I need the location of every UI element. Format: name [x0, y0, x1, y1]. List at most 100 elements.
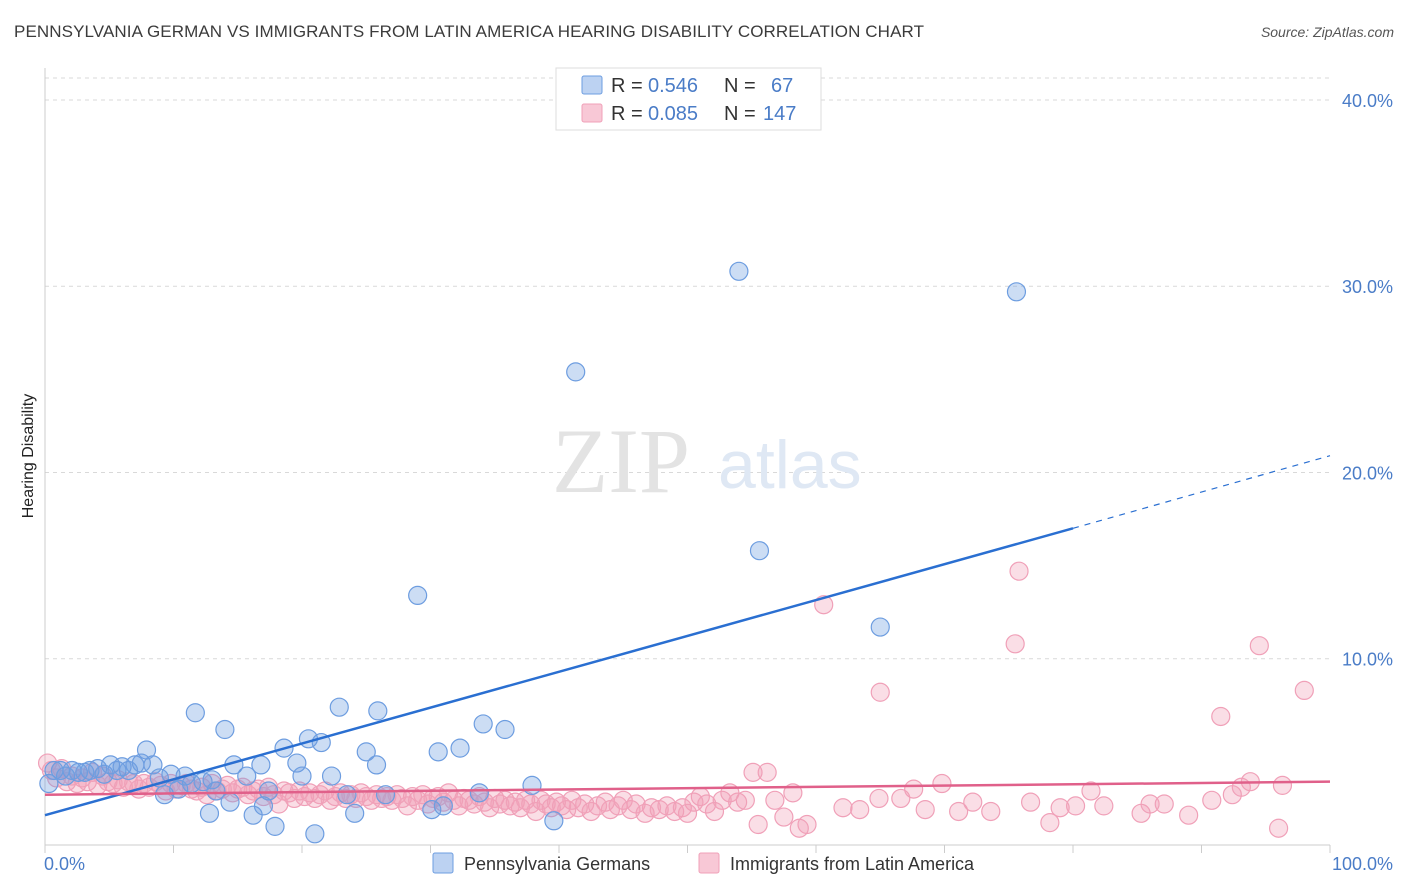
data-point-pennsylvania-germans: [729, 261, 749, 281]
data-point-latin-america: [1268, 818, 1289, 838]
data-point-latin-america: [870, 682, 890, 702]
data-point-latin-america: [1065, 796, 1086, 816]
data-point-latin-america: [480, 798, 500, 818]
series-legend: Pennsylvania Germans Immigrants from Lat…: [432, 852, 975, 874]
stats-legend: R = 0.546 N = 67 R = 0.085 N = 147: [555, 67, 822, 131]
data-point-latin-america: [305, 788, 325, 809]
data-point-latin-america: [757, 762, 777, 782]
data-point-pennsylvania-germans: [107, 760, 127, 781]
x-tick-label: 0.0%: [44, 854, 85, 874]
trend-line-pennsylvania-germans: [44, 527, 1074, 817]
data-point-pennsylvania-germans: [422, 800, 442, 820]
data-point-latin-america: [704, 801, 725, 822]
data-point-pennsylvania-germans: [749, 541, 770, 561]
data-point-latin-america: [1202, 790, 1222, 810]
data-point-latin-america: [932, 773, 952, 794]
data-point-pennsylvania-germans: [305, 824, 325, 844]
data-point-pennsylvania-germans: [495, 719, 515, 740]
data-point-latin-america: [551, 796, 572, 816]
data-point-latin-america: [1009, 561, 1029, 581]
data-point-latin-america: [904, 779, 924, 799]
data-point-latin-america: [1211, 706, 1231, 727]
chart-title: PENNSYLVANIA GERMAN VS IMMIGRANTS FROM L…: [14, 22, 925, 41]
data-point-latin-america: [774, 807, 794, 827]
data-point-latin-america: [310, 785, 330, 805]
data-point-pennsylvania-germans: [80, 760, 100, 781]
y-axis-title: Hearing Disability: [20, 394, 37, 519]
legend-label-latin-america: Immigrants from Latin America: [730, 854, 975, 874]
data-point-pennsylvania-germans: [408, 585, 428, 606]
data-point-latin-america: [641, 798, 662, 818]
data-point-latin-america: [351, 783, 371, 803]
trend-lines: [44, 455, 1331, 817]
axes: [44, 68, 1331, 853]
data-point-latin-america: [1020, 792, 1041, 812]
legend-r-value: 0.085: [648, 103, 698, 125]
data-point-pennsylvania-germans: [345, 803, 365, 823]
data-point-pennsylvania-germans: [206, 781, 226, 801]
data-point-latin-america: [765, 790, 785, 810]
watermark-atlas: atlas: [718, 427, 862, 503]
data-point-pennsylvania-germans: [375, 785, 396, 805]
data-point-latin-america: [677, 803, 698, 823]
data-point-latin-america: [397, 796, 417, 816]
source-label: Source: ZipAtlas.com: [1260, 24, 1394, 40]
data-point-latin-america: [697, 794, 717, 814]
data-point-pennsylvania-germans: [292, 766, 312, 786]
data-point-latin-america: [1179, 805, 1199, 825]
data-point-latin-america: [915, 800, 935, 820]
data-point-latin-america: [1249, 636, 1269, 656]
data-point-latin-america: [621, 800, 641, 820]
data-point-pennsylvania-germans: [473, 714, 493, 734]
data-point-latin-america: [850, 800, 870, 820]
legend-n-value: 67: [771, 75, 793, 97]
data-point-pennsylvania-germans: [199, 803, 220, 823]
legend-swatch-blue: [581, 75, 603, 95]
data-point-latin-america: [1294, 680, 1314, 701]
data-point-latin-america: [833, 798, 853, 818]
legend-swatch-pink: [581, 103, 603, 123]
legend-swatch-pennsylvania-germans: [432, 852, 454, 874]
data-point-latin-america: [797, 814, 817, 835]
data-point-pennsylvania-germans: [337, 785, 357, 805]
y-tick-label: 20.0%: [1342, 463, 1393, 483]
data-point-pennsylvania-germans: [329, 697, 349, 717]
data-point-pennsylvania-germans: [94, 764, 114, 784]
legend-n-value: 147: [763, 103, 796, 125]
gridlines: [45, 77, 1330, 660]
y-tick-label: 40.0%: [1342, 91, 1393, 111]
y-tick-label: 30.0%: [1342, 277, 1393, 297]
data-point-latin-america: [981, 801, 1001, 822]
data-point-pennsylvania-germans: [368, 701, 388, 721]
data-point-pennsylvania-germans: [251, 755, 271, 775]
data-point-latin-america: [474, 792, 495, 812]
data-point-latin-america: [748, 814, 768, 835]
data-point-latin-america: [672, 798, 692, 818]
legend-swatch-latin-america: [698, 852, 720, 874]
data-point-pennsylvania-germans: [265, 816, 285, 836]
y-tick-label: 10.0%: [1342, 650, 1393, 670]
data-point-pennsylvania-germans: [185, 703, 205, 723]
data-point-latin-america: [1050, 798, 1070, 818]
data-point-latin-america: [546, 792, 567, 812]
data-point-pennsylvania-germans: [237, 766, 257, 786]
data-point-latin-america: [1154, 794, 1174, 814]
data-point-latin-america: [869, 788, 889, 809]
data-point-latin-america: [712, 790, 732, 810]
data-point-pennsylvania-germans: [450, 738, 470, 758]
x-tick-label: 100.0%: [1332, 854, 1393, 874]
data-point-latin-america: [531, 790, 551, 810]
data-point-latin-america: [562, 790, 582, 810]
legend-r-label: R =: [611, 103, 643, 125]
data-point-latin-america: [1272, 775, 1293, 795]
data-point-latin-america: [728, 792, 748, 812]
data-point-pennsylvania-germans: [220, 792, 240, 812]
data-point-latin-america: [743, 762, 763, 782]
data-point-pennsylvania-germans: [544, 811, 564, 831]
data-point-latin-america: [238, 785, 258, 805]
data-point-pennsylvania-germans: [469, 783, 489, 803]
legend-r-label: R =: [611, 75, 643, 97]
trend-line-extension-pennsylvania-germans: [1072, 455, 1331, 529]
legend-r-value: 0.546: [648, 75, 698, 97]
